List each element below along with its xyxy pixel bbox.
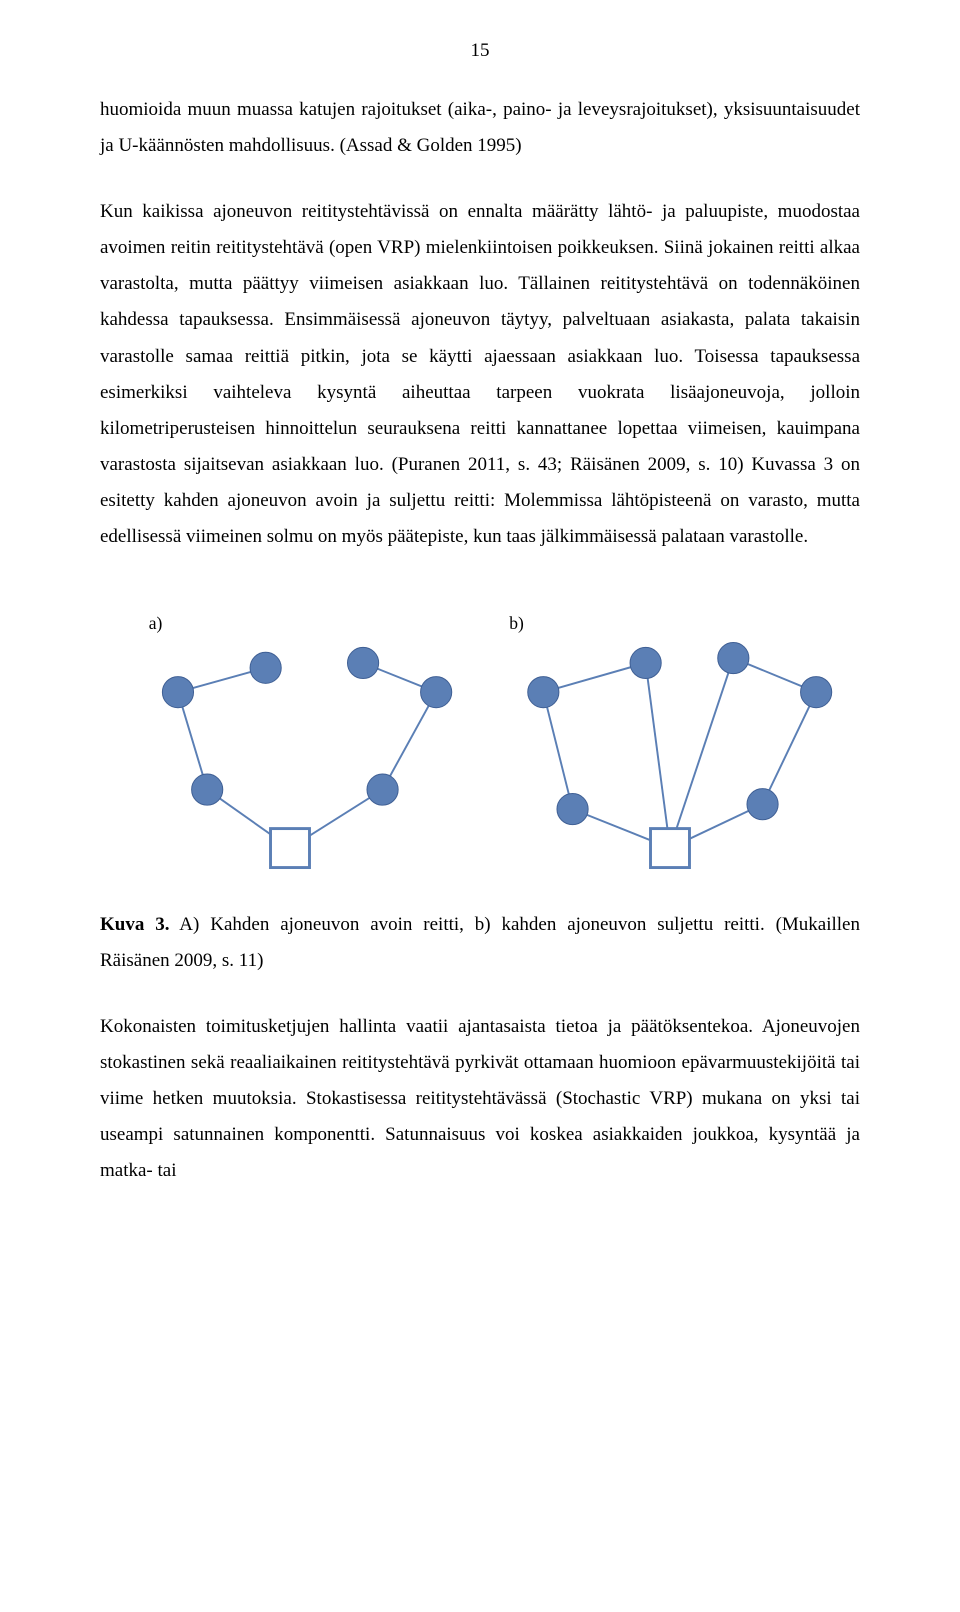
paragraph-1: huomioida muun muassa katujen rajoitukse… bbox=[100, 92, 860, 164]
figure-3-caption: Kuva 3. A) Kahden ajoneuvon avoin reitti… bbox=[100, 907, 860, 979]
caption-text: A) Kahden ajoneuvon avoin reitti, b) kah… bbox=[100, 914, 860, 971]
svg-text:b): b) bbox=[509, 613, 524, 633]
figure-3: a) b) bbox=[100, 585, 860, 897]
paragraph-2: Kun kaikissa ajoneuvon reititystehtäviss… bbox=[100, 194, 860, 555]
page: 15 huomioida muun muassa katujen rajoitu… bbox=[0, 0, 960, 1260]
caption-label: Kuva 3. bbox=[100, 914, 169, 935]
page-number: 15 bbox=[100, 40, 860, 62]
figure-3-svg: a) b) bbox=[100, 585, 860, 897]
paragraph-3: Kokonaisten toimitusketjujen hallinta va… bbox=[100, 1009, 860, 1189]
svg-text:a): a) bbox=[149, 613, 163, 633]
